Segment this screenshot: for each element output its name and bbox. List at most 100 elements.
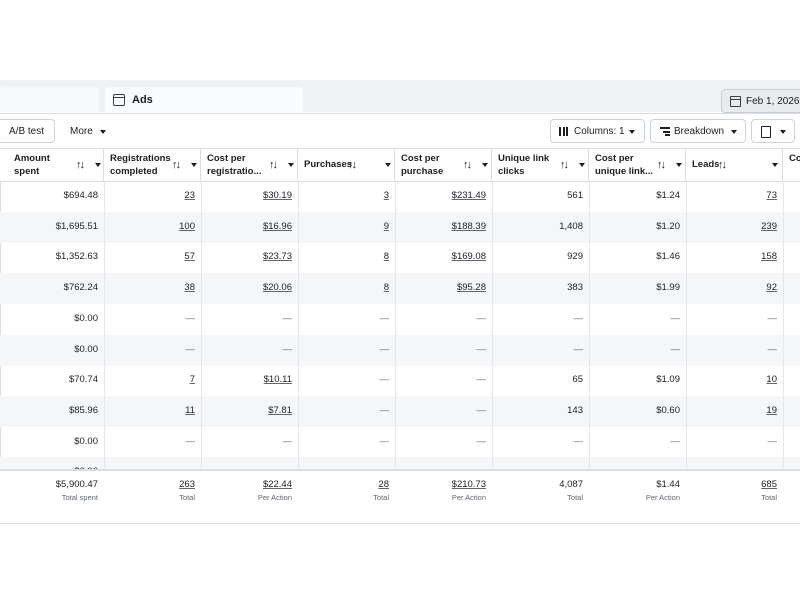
column-header-label: Co [789,153,800,164]
table-cell-unique-link-clicks: — [573,312,584,324]
chevron-down-icon[interactable] [288,163,294,167]
total-value-cost-per-purchase[interactable]: $210.73 [451,479,486,490]
sort-icon[interactable]: ↑↓ [76,159,85,171]
table-cell-leads[interactable]: 239 [761,220,777,232]
total-caption: Total spent [61,493,98,502]
total-value-purchases[interactable]: 28 [378,479,389,490]
table-cell-registrations[interactable]: 100 [179,220,195,232]
table-cell-leads[interactable]: 10 [766,374,777,386]
calendar-icon [730,96,741,107]
column-header-unique-link-clicks[interactable]: Unique link clicks ↑↓ [492,149,589,181]
column-header-purchases[interactable]: Purchases ↑↓ [298,149,395,181]
table-cell-cost-per-unique-link: $1.20 [656,220,680,232]
table-cell-cost-per-reg[interactable]: $23.73 [262,251,292,263]
table-cell-purchases[interactable]: 8 [383,251,389,263]
table-cell-cost-per-reg[interactable]: $10.11 [263,374,292,386]
table-row[interactable]: $1,695.51 100 $16.96 9 $188.39 1,408 $1.20 239 [0,211,800,243]
column-header-cost-per-purchase[interactable]: Cost per purchase ↑↓ [395,149,492,181]
table-cell-leads[interactable]: 92 [766,282,777,294]
more-label: More [70,126,93,137]
table-cell-registrations[interactable]: 11 [185,404,195,416]
chevron-down-icon[interactable] [482,163,488,167]
chevron-down-icon[interactable] [95,163,101,167]
column-header-cost-per-unique-link[interactable]: Cost per unique link... ↑↓ [589,149,686,181]
table-cell-cost-per-reg[interactable]: $30.19 [262,190,292,201]
table-row[interactable]: $0.00 — — — — — — — [0,304,800,335]
table-row[interactable]: $1,352.63 57 $23.73 8 $169.08 929 $1.46 158 [0,242,800,273]
table-cell-leads[interactable]: 158 [761,251,777,263]
table-cell-leads[interactable]: 19 [766,404,777,416]
table-cell-unique-link-clicks: — [573,435,584,447]
reports-button[interactable] [751,119,795,143]
table-cell-unique-link-clicks: 561 [567,190,583,201]
column-divider [589,181,590,469]
table-cell-registrations: — [185,435,196,447]
table-cell-registrations[interactable]: 23 [184,190,195,201]
column-header-leads[interactable]: Leads ↑↓ [686,149,783,181]
column-header-label: Amount spent [14,153,50,177]
table-cell-leads: — [767,435,778,447]
total-value-amount-spent: $5,900.47 [55,479,98,490]
total-value-cost-per-reg[interactable]: $22.44 [262,479,292,490]
sort-icon[interactable]: ↑↓ [657,159,666,171]
column-header-label: Leads [692,159,720,170]
table-cell-cost-per-purchase[interactable]: $231.49 [451,190,486,201]
table-row[interactable]: $694.48 23 $30.19 3 $231.49 561 $1.24 73 [0,181,800,212]
table-cell-registrations[interactable]: 57 [184,251,195,263]
table-cell-cost-per-reg[interactable]: $20.06 [262,282,292,294]
sort-icon[interactable]: ↑↓ [718,159,727,171]
breakdown-button[interactable]: Breakdown [650,119,746,143]
table-cell-amount-spent: $1,352.63 [55,251,98,263]
breakdown-label: Breakdown [674,126,725,137]
table-cell-amount-spent: $70.74 [68,374,98,386]
ab-test-label: A/B test [9,126,45,137]
chevron-down-icon [780,130,786,134]
table-row[interactable]: $762.24 38 $20.06 8 $95.28 383 $1.99 92 [0,273,800,305]
table-cell-registrations[interactable]: 38 [184,282,195,294]
table-row[interactable]: $0.00 — — — — — — — [0,427,800,458]
table-cell-amount-spent: $694.48 [63,190,98,201]
table-cell-purchases[interactable]: 3 [383,190,389,201]
table-cell-purchases[interactable]: 9 [383,220,389,232]
table-cell-purchases: — [379,374,390,386]
column-header-cost-per-reg[interactable]: Cost per registratio... ↑↓ [201,149,298,181]
tab-ads[interactable]: Ads [105,87,303,112]
table-row[interactable]: $0.00 — — — — — — — [0,334,800,366]
ab-test-button[interactable]: A/B test [0,119,55,143]
column-header-next[interactable]: Co [783,149,800,181]
sort-icon[interactable]: ↑↓ [560,159,569,171]
table-cell-cost-per-reg[interactable]: $7.81 [268,404,292,416]
table-cell-cost-per-purchase[interactable]: $188.39 [451,220,486,232]
column-header-label: Unique link clicks [498,153,550,177]
total-value-registrations[interactable]: 263 [179,479,195,490]
sort-icon[interactable]: ↑↓ [348,159,357,171]
sort-icon[interactable]: ↑↓ [269,159,278,171]
date-range-button[interactable]: Feb 1, 2026 – [721,89,800,113]
columns-icon [559,127,568,136]
table-cell-amount-spent: $0.00 [74,435,98,447]
table-cell-registrations[interactable]: 7 [189,374,195,386]
more-button[interactable]: More [62,119,114,143]
table-cell-cost-per-purchase[interactable]: $95.28 [456,282,486,294]
chevron-down-icon[interactable] [772,163,778,167]
chevron-down-icon[interactable] [191,163,197,167]
tab-campaigns[interactable] [0,87,99,112]
table-row[interactable]: $85.96 11 $7.81 — — 143 $0.60 19 [0,395,800,427]
table-cell-cost-per-reg[interactable]: $16.96 [262,220,292,232]
chevron-down-icon[interactable] [579,163,585,167]
column-header-amount-spent[interactable]: Amount spent ↑↓ [8,149,104,181]
table-cell-purchases[interactable]: 8 [383,282,389,294]
table-cell-leads[interactable]: 73 [766,190,777,201]
column-header-registrations[interactable]: Registrations completed ↑↓ [104,149,201,181]
table-cell-amount-spent: $0.00 [74,343,98,355]
table-cell-cost-per-purchase[interactable]: $169.08 [451,251,486,263]
table-cell-unique-link-clicks: 383 [567,282,583,294]
sort-icon[interactable]: ↑↓ [463,159,472,171]
chevron-down-icon [100,130,106,134]
columns-button[interactable]: Columns: 1 [550,119,645,143]
chevron-down-icon[interactable] [385,163,391,167]
table-row[interactable]: $70.74 7 $10.11 — — 65 $1.09 10 [0,365,800,396]
chevron-down-icon[interactable] [676,163,682,167]
total-value-leads[interactable]: 685 [761,479,777,490]
sort-icon[interactable]: ↑↓ [172,159,181,171]
